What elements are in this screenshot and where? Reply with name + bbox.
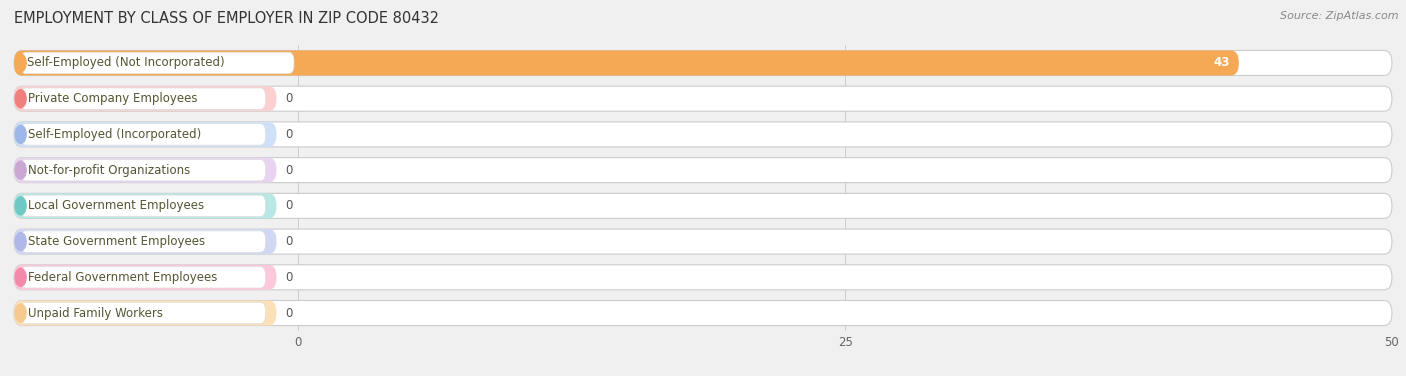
Circle shape xyxy=(15,197,27,215)
Text: State Government Employees: State Government Employees xyxy=(28,235,205,248)
FancyBboxPatch shape xyxy=(21,88,266,109)
FancyBboxPatch shape xyxy=(14,122,277,147)
Text: 43: 43 xyxy=(1213,56,1230,70)
Text: 0: 0 xyxy=(285,164,292,177)
FancyBboxPatch shape xyxy=(21,52,294,74)
FancyBboxPatch shape xyxy=(14,265,1392,290)
Text: 0: 0 xyxy=(285,92,292,105)
Text: 0: 0 xyxy=(285,271,292,284)
Text: Local Government Employees: Local Government Employees xyxy=(28,199,204,212)
Text: Self-Employed (Incorporated): Self-Employed (Incorporated) xyxy=(28,128,201,141)
Text: Not-for-profit Organizations: Not-for-profit Organizations xyxy=(28,164,191,177)
FancyBboxPatch shape xyxy=(14,50,1392,76)
Text: EMPLOYMENT BY CLASS OF EMPLOYER IN ZIP CODE 80432: EMPLOYMENT BY CLASS OF EMPLOYER IN ZIP C… xyxy=(14,11,439,26)
Text: 0: 0 xyxy=(285,235,292,248)
FancyBboxPatch shape xyxy=(14,158,277,183)
FancyBboxPatch shape xyxy=(14,86,1392,111)
FancyBboxPatch shape xyxy=(14,229,1392,254)
Circle shape xyxy=(15,54,27,72)
FancyBboxPatch shape xyxy=(14,193,277,218)
FancyBboxPatch shape xyxy=(14,229,277,254)
FancyBboxPatch shape xyxy=(21,302,266,324)
FancyBboxPatch shape xyxy=(21,159,266,181)
FancyBboxPatch shape xyxy=(21,267,266,288)
Text: 0: 0 xyxy=(285,128,292,141)
Text: 0: 0 xyxy=(285,199,292,212)
Text: Private Company Employees: Private Company Employees xyxy=(28,92,198,105)
FancyBboxPatch shape xyxy=(21,231,266,252)
FancyBboxPatch shape xyxy=(14,50,1239,76)
FancyBboxPatch shape xyxy=(14,122,1392,147)
FancyBboxPatch shape xyxy=(14,300,277,326)
FancyBboxPatch shape xyxy=(21,124,266,145)
FancyBboxPatch shape xyxy=(21,195,266,217)
FancyBboxPatch shape xyxy=(14,158,1392,183)
Circle shape xyxy=(15,268,27,286)
FancyBboxPatch shape xyxy=(14,193,1392,218)
Circle shape xyxy=(15,90,27,108)
FancyBboxPatch shape xyxy=(14,265,277,290)
Text: Unpaid Family Workers: Unpaid Family Workers xyxy=(28,306,163,320)
Text: Self-Employed (Not Incorporated): Self-Employed (Not Incorporated) xyxy=(27,56,225,70)
Text: Federal Government Employees: Federal Government Employees xyxy=(28,271,218,284)
Text: Source: ZipAtlas.com: Source: ZipAtlas.com xyxy=(1281,11,1399,21)
Circle shape xyxy=(15,126,27,143)
FancyBboxPatch shape xyxy=(14,86,277,111)
Text: 0: 0 xyxy=(285,306,292,320)
Circle shape xyxy=(15,304,27,322)
FancyBboxPatch shape xyxy=(14,300,1392,326)
Circle shape xyxy=(15,161,27,179)
Circle shape xyxy=(15,233,27,250)
